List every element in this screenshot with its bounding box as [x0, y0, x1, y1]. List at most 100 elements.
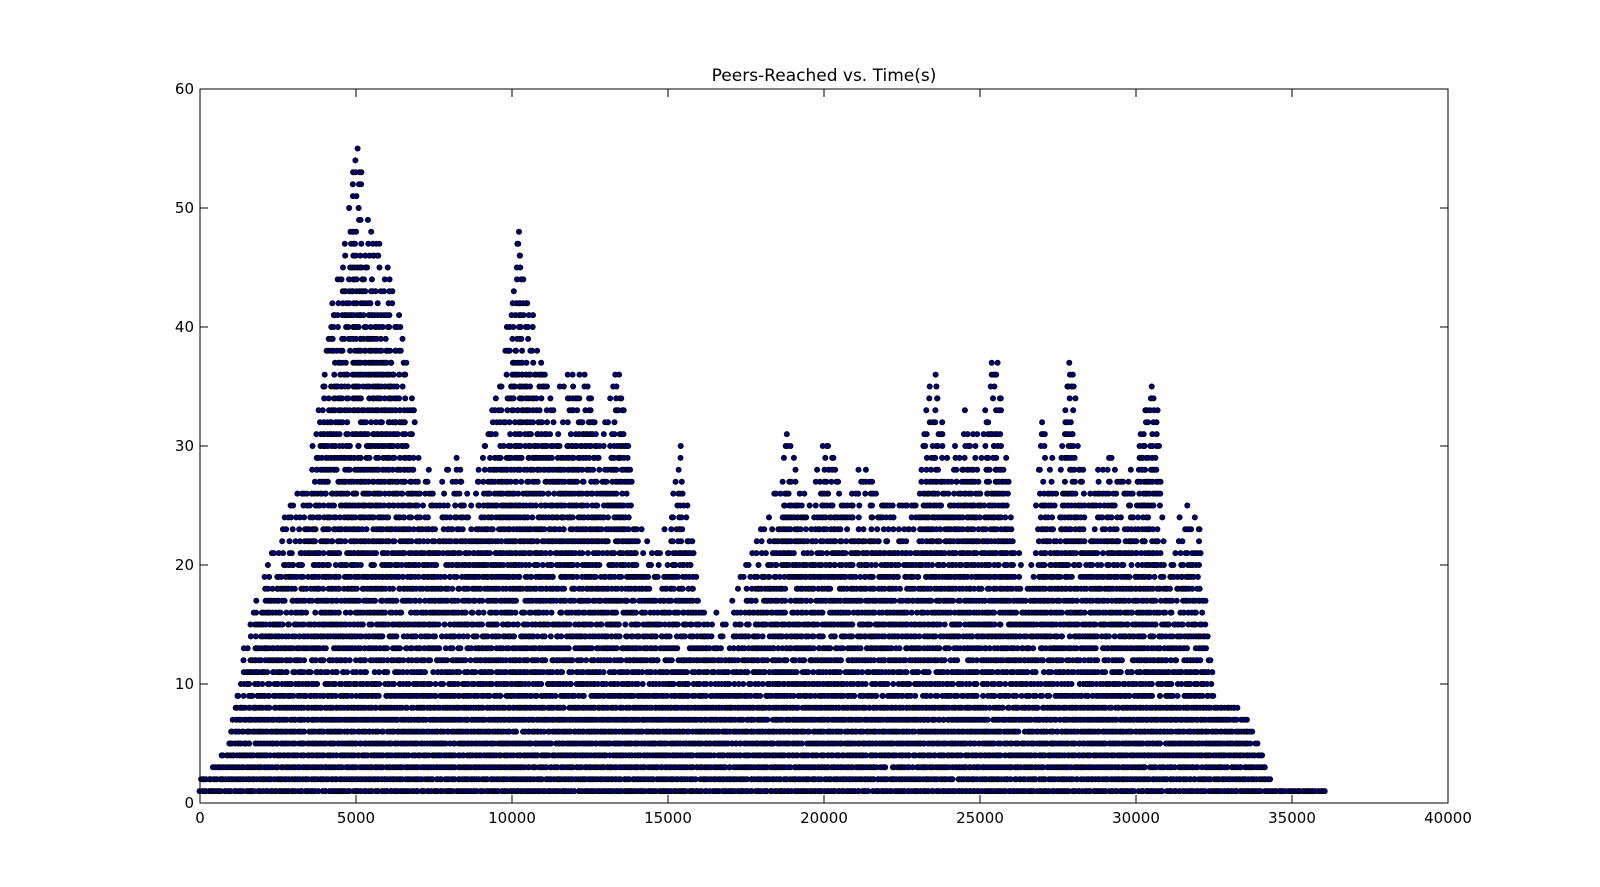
scatter-point [338, 276, 345, 283]
scatter-point [498, 383, 505, 390]
scatter-point [416, 514, 423, 521]
scatter-point [616, 371, 623, 378]
scatter-point [403, 359, 410, 366]
scatter-point [567, 681, 574, 688]
scatter-point [548, 609, 555, 616]
scatter-point [396, 312, 403, 319]
scatter-point [440, 681, 447, 688]
scatter-point [520, 276, 527, 283]
scatter-point [527, 431, 534, 438]
scatter-point [411, 419, 418, 426]
scatter-point [530, 312, 537, 319]
scatter-point [534, 347, 541, 354]
scatter-point [386, 323, 393, 330]
scatter-point [510, 395, 517, 402]
scatter-point [319, 407, 326, 414]
scatter-point [401, 514, 408, 521]
scatter-point [300, 573, 307, 580]
scatter-point [479, 597, 486, 604]
scatter-point [396, 645, 403, 652]
scatter-point [469, 609, 476, 616]
scatter-point [421, 669, 428, 676]
scatter-point [353, 490, 360, 497]
scatter-point [516, 228, 523, 235]
scatter-point [574, 573, 581, 580]
scatter-point [452, 502, 459, 509]
scatter-point [353, 585, 360, 592]
scatter-point [358, 181, 365, 188]
scatter-point [357, 454, 364, 461]
scatter-point [525, 335, 532, 342]
scatter-point [414, 478, 421, 485]
scatter-point [523, 359, 530, 366]
scatter-point [624, 454, 631, 461]
scatter-point [493, 621, 500, 628]
scatter-point [352, 157, 359, 164]
scatter-point [357, 395, 364, 402]
scatter-point [457, 645, 464, 652]
scatter-point [544, 419, 551, 426]
scatter-point [449, 645, 456, 652]
scatter-point [633, 609, 640, 616]
scatter-point [366, 454, 373, 461]
scatter-point [561, 585, 568, 592]
scatter-point [480, 609, 487, 616]
scatter-point [321, 383, 328, 390]
scatter-point [253, 597, 260, 604]
scatter-point [301, 514, 308, 521]
scatter-point [486, 550, 493, 557]
scatter-point [541, 526, 548, 533]
scatter-point [357, 562, 364, 569]
scatter-point [594, 502, 601, 509]
scatter-point [618, 573, 625, 580]
scatter-point [424, 514, 431, 521]
scatter-point [589, 645, 596, 652]
scatter-point [314, 681, 321, 688]
scatter-point [345, 383, 352, 390]
scatter-point [542, 657, 549, 664]
scatter-point [634, 538, 641, 545]
scatter-point [513, 597, 520, 604]
scatter-point [331, 371, 338, 378]
scatter-point [270, 550, 277, 557]
scatter-point [512, 609, 519, 616]
scatter-point [529, 514, 536, 521]
scatter-point [398, 609, 405, 616]
scatter-point [280, 550, 287, 557]
scatter-point [347, 347, 354, 354]
scatter-point [380, 288, 387, 295]
scatter-point [285, 621, 292, 628]
scatter-point [514, 621, 521, 628]
scatter-point [600, 669, 607, 676]
scatter-point [402, 371, 409, 378]
scatter-point [339, 264, 346, 271]
scatter-point [538, 395, 545, 402]
scatter-point [333, 669, 340, 676]
scatter-point [439, 478, 446, 485]
scatter-point [320, 657, 327, 664]
scatter-point [534, 562, 541, 569]
scatter-point [627, 502, 634, 509]
scatter-point [600, 431, 607, 438]
scatter-point [552, 692, 559, 699]
scatter-point [431, 633, 438, 640]
scatter-point [397, 347, 404, 354]
scatter-point [379, 323, 386, 330]
scatter-point [462, 657, 469, 664]
scatter-point [445, 466, 452, 473]
scatter-point [393, 383, 400, 390]
scatter-point [524, 300, 531, 307]
scatter-point [449, 585, 456, 592]
scatter-point [580, 478, 587, 485]
scatter-point [393, 633, 400, 640]
scatter-point [530, 419, 537, 426]
scatter-point [533, 395, 540, 402]
scatter-point [320, 550, 327, 557]
scatter-point [279, 621, 286, 628]
scatter-point [569, 514, 576, 521]
scatter-point [548, 562, 555, 569]
scatter-point [376, 240, 383, 247]
scatter-point [307, 669, 314, 676]
scatter-point [510, 288, 517, 295]
scatter-point [399, 383, 406, 390]
